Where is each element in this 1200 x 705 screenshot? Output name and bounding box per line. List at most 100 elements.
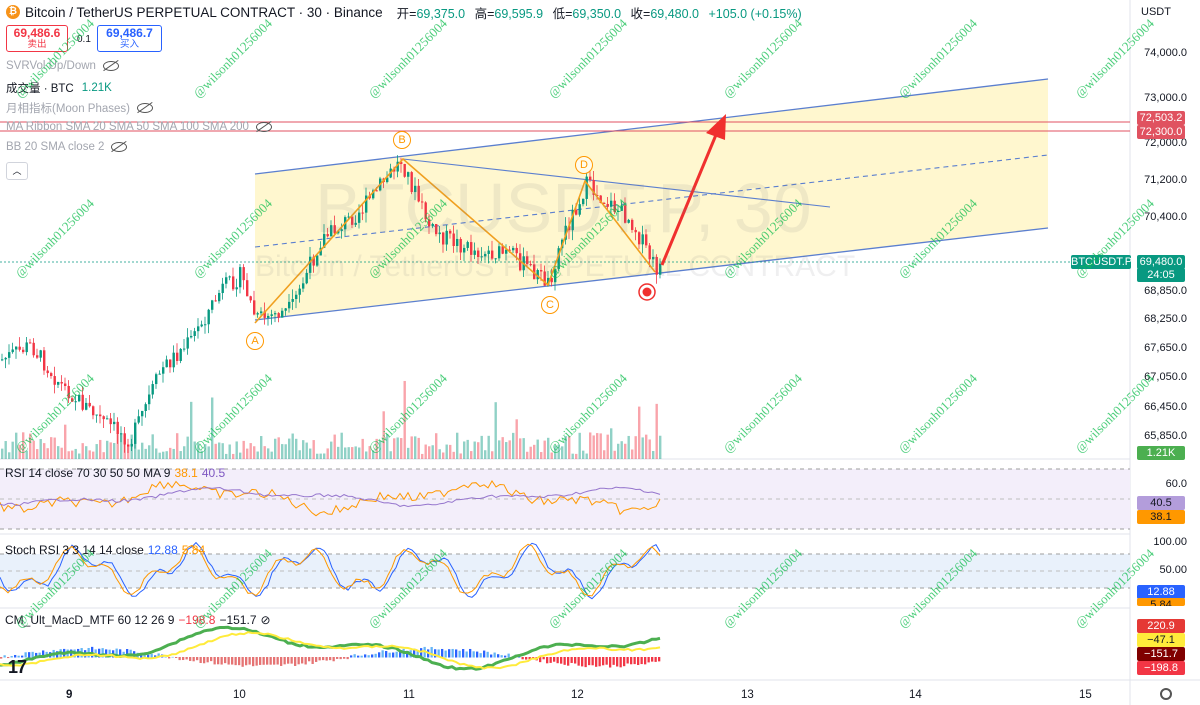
- macd-hist-bar: [14, 654, 17, 658]
- candle-body: [568, 225, 571, 231]
- buy-button[interactable]: 69,486.7 买入: [97, 25, 162, 52]
- macd-hist-bar: [28, 652, 31, 658]
- macd-hist-bar: [367, 655, 370, 658]
- collapse-legend-button[interactable]: ︿: [6, 162, 28, 180]
- macd-hist-bar: [248, 657, 251, 665]
- volume-bar: [571, 453, 574, 459]
- volume-bar: [624, 443, 627, 459]
- macd-hist-bar: [353, 654, 356, 658]
- candle-body: [176, 352, 179, 361]
- high-value: 69,595.9: [494, 6, 544, 21]
- candle-body: [29, 342, 32, 344]
- volume-bar: [424, 444, 427, 459]
- volume-bar: [596, 433, 599, 459]
- candle-body: [186, 337, 189, 349]
- currency-label[interactable]: USDT: [1141, 6, 1171, 18]
- tradingview-logo[interactable]: 17: [8, 657, 27, 677]
- indicator-bb[interactable]: BB 20 SMA close 2: [6, 141, 128, 153]
- volume-bar: [575, 453, 578, 459]
- volume-bar: [179, 451, 182, 459]
- macd-hist-bar: [465, 651, 468, 658]
- candle-body: [134, 422, 137, 444]
- volume-bar: [291, 433, 294, 459]
- macd-hist-bar: [143, 654, 146, 658]
- volume-bar: [526, 451, 529, 459]
- volume-bar: [659, 435, 662, 459]
- candle-body: [526, 256, 529, 265]
- volume-bar: [207, 446, 210, 459]
- hidden-eye-icon[interactable]: [111, 142, 128, 152]
- volume-bar: [603, 450, 606, 459]
- hidden-eye-icon[interactable]: [136, 103, 153, 113]
- macd-hist-bar: [164, 656, 167, 658]
- macd-hist-bar: [17, 655, 20, 658]
- macd-hist-bar: [451, 648, 454, 658]
- volume-bar: [379, 441, 382, 459]
- candle-body: [281, 310, 284, 318]
- volume-bar: [554, 445, 557, 459]
- candle-body: [158, 373, 161, 375]
- volume-bar: [372, 450, 375, 459]
- macd-hist-bar: [479, 653, 482, 658]
- volume-bar: [389, 451, 392, 459]
- settings-gear-icon[interactable]: [1160, 688, 1172, 700]
- wave-label-d: D: [575, 156, 593, 174]
- macd-hist-bar: [196, 657, 199, 661]
- candle-body: [487, 250, 490, 254]
- volume-bar: [22, 432, 25, 459]
- macd-hist-bar: [0, 657, 3, 659]
- rsi-legend[interactable]: RSI 14 close 70 30 50 50 MA 9 38.1 40.5: [5, 466, 225, 480]
- close-value: 69,480.0: [650, 6, 700, 21]
- volume-bar: [50, 437, 53, 459]
- indicator-svrvol[interactable]: SVRVol Up/Down: [6, 60, 119, 72]
- macd-hist-bar: [616, 657, 619, 667]
- candle-body: [375, 190, 378, 192]
- macd-hist-bar: [147, 654, 150, 658]
- hidden-eye-icon[interactable]: [255, 122, 272, 132]
- volume-bar: [519, 438, 522, 459]
- volume-bar: [417, 437, 420, 459]
- macd-tag-2: −47.1: [1137, 633, 1185, 647]
- volume-bar: [393, 438, 396, 459]
- macd-hist-bar: [413, 648, 416, 658]
- macd-hist-bar: [406, 650, 409, 658]
- volume-bar: [361, 438, 364, 459]
- macd-hist-bar: [168, 657, 171, 659]
- volume-bar: [106, 440, 109, 459]
- price-tick: 65,850.0: [1144, 430, 1187, 442]
- candle-body: [123, 433, 126, 445]
- candle-body: [442, 232, 445, 245]
- stoch-legend[interactable]: Stoch RSI 3 3 14 14 close 12.88 5.84: [5, 543, 205, 557]
- candle-body: [46, 370, 49, 374]
- hidden-eye-icon[interactable]: [102, 61, 119, 71]
- macd-hist-bar: [210, 657, 213, 662]
- volume-bar: [64, 424, 67, 459]
- volume-bar: [312, 440, 315, 459]
- candle-body: [596, 194, 599, 196]
- macd-hist-bar: [486, 651, 489, 658]
- indicator-ribbon[interactable]: MA Ribbon SMA 20 SMA 50 SMA 100 SMA 200: [6, 121, 272, 133]
- macd-hist-bar: [31, 651, 34, 658]
- macd-legend[interactable]: CM_Ult_MacD_MTF 60 12 26 9 −198.8 −151.7 ⊘: [5, 613, 271, 627]
- candle-body: [501, 246, 504, 254]
- candle-body: [449, 230, 452, 234]
- volume-bar: [333, 434, 336, 459]
- price-tick: 74,000.0: [1144, 47, 1187, 59]
- macd-hist-bar: [490, 654, 493, 658]
- symbol-title[interactable]: Bitcoin / TetherUS PERPETUAL CONTRACT · …: [25, 4, 383, 20]
- volume-bar: [498, 440, 501, 459]
- sell-button[interactable]: 69,486.6 卖出: [6, 25, 68, 52]
- indicator-moon[interactable]: 月相指标(Moon Phases): [6, 100, 153, 116]
- volume-bar: [148, 445, 151, 459]
- macd-hist-bar: [276, 657, 279, 665]
- volume-bar: [267, 448, 270, 459]
- volume-bar: [81, 443, 84, 459]
- macd-hist-bar: [280, 657, 283, 666]
- macd-hist-bar: [472, 651, 475, 658]
- volume-bar: [473, 441, 476, 459]
- volume-tag: 1.21K: [1137, 446, 1185, 460]
- candle-body: [302, 283, 305, 289]
- indicator-volume[interactable]: 成交量 · BTC 1.21K: [6, 80, 112, 96]
- candle-body: [634, 229, 637, 233]
